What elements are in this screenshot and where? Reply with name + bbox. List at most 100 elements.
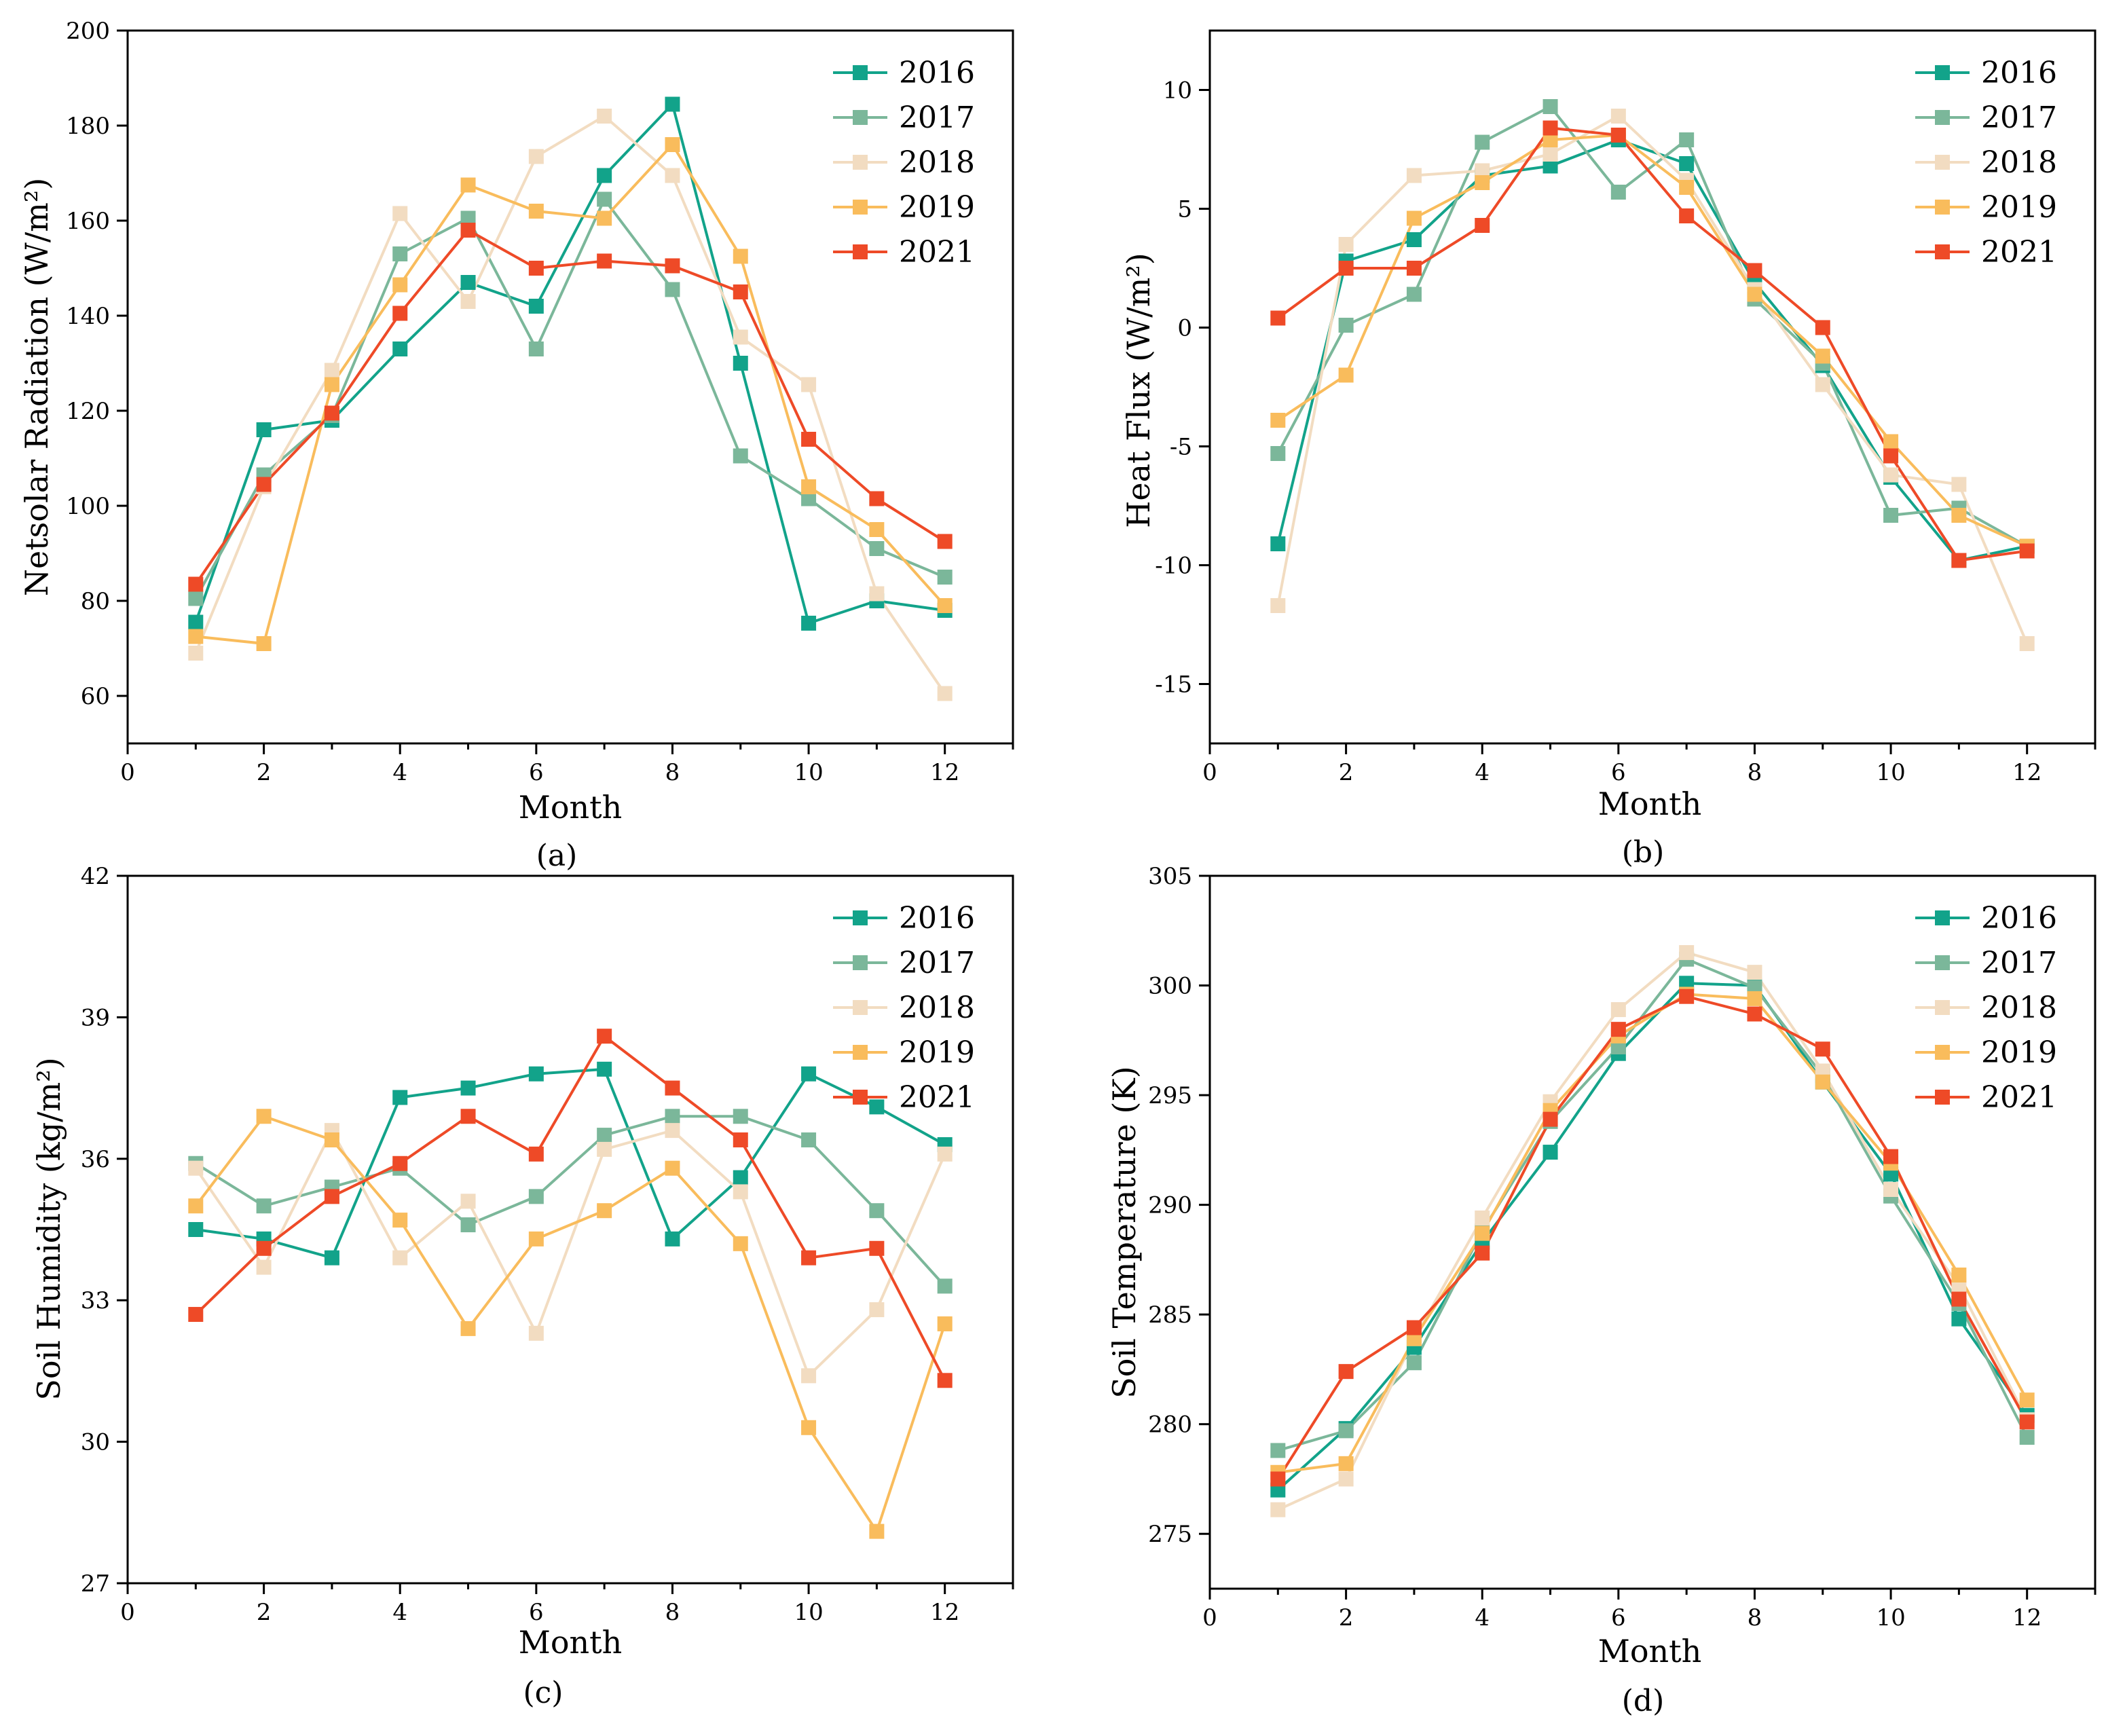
series-line-2017	[1277, 957, 2029, 1452]
data-point-2017	[1270, 446, 1286, 461]
data-point-2019	[1747, 991, 1762, 1006]
data-point-2019	[801, 479, 817, 494]
data-point-2017	[801, 491, 817, 506]
data-point-2019	[324, 1132, 339, 1148]
data-point-2019	[188, 1198, 204, 1214]
data-point-2019	[460, 1321, 476, 1336]
data-point-2018	[392, 1250, 408, 1266]
x-tick-label: 4	[392, 759, 407, 786]
series-lines	[194, 1035, 946, 1533]
x-axis-label: Month	[519, 789, 623, 826]
data-point-2021	[1270, 1471, 1286, 1487]
data-point-2016	[1679, 156, 1695, 171]
data-point-2019	[528, 204, 544, 219]
data-point-2019	[460, 177, 476, 193]
data-point-2018	[869, 586, 885, 602]
data-point-2017	[597, 191, 612, 207]
data-point-2017	[869, 541, 885, 556]
data-point-2017	[1338, 318, 1354, 333]
data-point-2017	[392, 246, 408, 261]
legend-marker-2017	[853, 110, 868, 125]
data-point-2019	[665, 137, 680, 152]
data-point-2016	[597, 168, 612, 183]
data-point-2018	[801, 377, 817, 392]
data-point-2018	[1406, 168, 1422, 183]
axis-ticks: 0 2 4 6 8 10 12 275 280 285 290 295 300 305	[1148, 863, 2096, 1631]
legend-marker-2016	[853, 65, 868, 80]
legend-marker-2017	[1935, 955, 1950, 970]
data-point-2016	[1406, 232, 1422, 247]
legend-label-2017: 2017	[1981, 100, 2057, 135]
data-point-2019	[665, 1160, 680, 1176]
data-point-2016	[733, 356, 748, 371]
data-point-2017	[1610, 185, 1626, 200]
data-point-2021	[597, 1029, 612, 1044]
data-point-2021	[869, 1240, 885, 1256]
data-point-2019	[256, 1109, 272, 1124]
data-point-2019	[188, 629, 204, 644]
plot-frame	[126, 874, 1014, 1585]
data-point-2019	[1815, 348, 1830, 364]
data-point-2017	[1338, 1423, 1354, 1439]
legend-marker-2018	[853, 155, 868, 170]
data-point-2018	[1883, 1182, 1899, 1197]
x-tick-label: 2	[257, 1599, 272, 1626]
series-line-2019	[1277, 134, 2028, 548]
data-point-2018	[597, 109, 612, 124]
y-tick-label: 160	[66, 208, 110, 235]
data-point-2021	[1338, 1364, 1354, 1380]
data-point-2017	[733, 448, 748, 464]
data-point-2019	[1338, 1456, 1354, 1471]
data-point-2021	[256, 477, 272, 492]
series-lines	[194, 103, 946, 695]
data-point-2021	[188, 576, 204, 592]
data-point-2016	[1542, 1145, 1558, 1160]
legend-label-2021: 2021	[1981, 1080, 2057, 1115]
data-point-2021	[1475, 218, 1490, 233]
y-axis-label-text: Soil Humidity (kg/m²)	[31, 1057, 67, 1400]
data-point-2018	[733, 1184, 748, 1200]
legend-label-2021: 2021	[899, 235, 975, 270]
series-line-2016	[194, 103, 945, 625]
legend-marker-2019	[853, 200, 868, 215]
data-point-2018	[1747, 965, 1762, 980]
data-point-2016	[460, 1080, 476, 1096]
data-point-2019	[1475, 1225, 1490, 1241]
legend-marker-2021	[853, 1090, 868, 1105]
data-point-2017	[1883, 508, 1899, 523]
data-point-2019	[1542, 132, 1558, 147]
data-point-2018	[1338, 237, 1354, 252]
x-tick-label: 0	[120, 759, 135, 786]
legend: 2016 2017 2018 2019 2021	[833, 901, 975, 1115]
y-tick-label: 10	[1163, 77, 1192, 105]
legend-marker-2016	[853, 910, 868, 925]
axis-ticks: 0 2 4 6 8 10 12 -15 -10 -5 0 5 10	[1155, 77, 2096, 786]
data-point-2017	[937, 570, 953, 585]
data-point-2021	[1951, 553, 1967, 568]
data-point-2018	[1679, 945, 1695, 961]
y-tick-label: 100	[66, 493, 110, 520]
data-point-2019	[801, 1420, 817, 1435]
data-point-2017	[460, 1217, 476, 1233]
data-point-2018	[392, 206, 408, 221]
panel-caption: (a)	[536, 838, 578, 873]
x-tick-label: 10	[794, 759, 823, 786]
data-point-2018	[1610, 109, 1626, 124]
x-tick-label: 8	[1748, 1604, 1762, 1631]
x-tick-label: 10	[794, 1599, 823, 1626]
data-point-2021	[665, 1080, 680, 1096]
data-point-2021	[1815, 1041, 1830, 1057]
legend-label-2019: 2019	[899, 190, 975, 225]
data-point-2016	[1542, 158, 1558, 174]
data-point-2016	[801, 615, 817, 631]
legend-label-2019: 2019	[1981, 1035, 2057, 1070]
data-point-2018	[460, 1194, 476, 1209]
data-point-2017	[1542, 99, 1558, 114]
y-axis-label: Soil Humidity (kg/m²)	[31, 1057, 67, 1400]
data-point-2019	[597, 1203, 612, 1219]
y-tick-label: 36	[81, 1146, 110, 1173]
legend-marker-2016	[1935, 910, 1950, 925]
data-point-2018	[1610, 1002, 1626, 1018]
